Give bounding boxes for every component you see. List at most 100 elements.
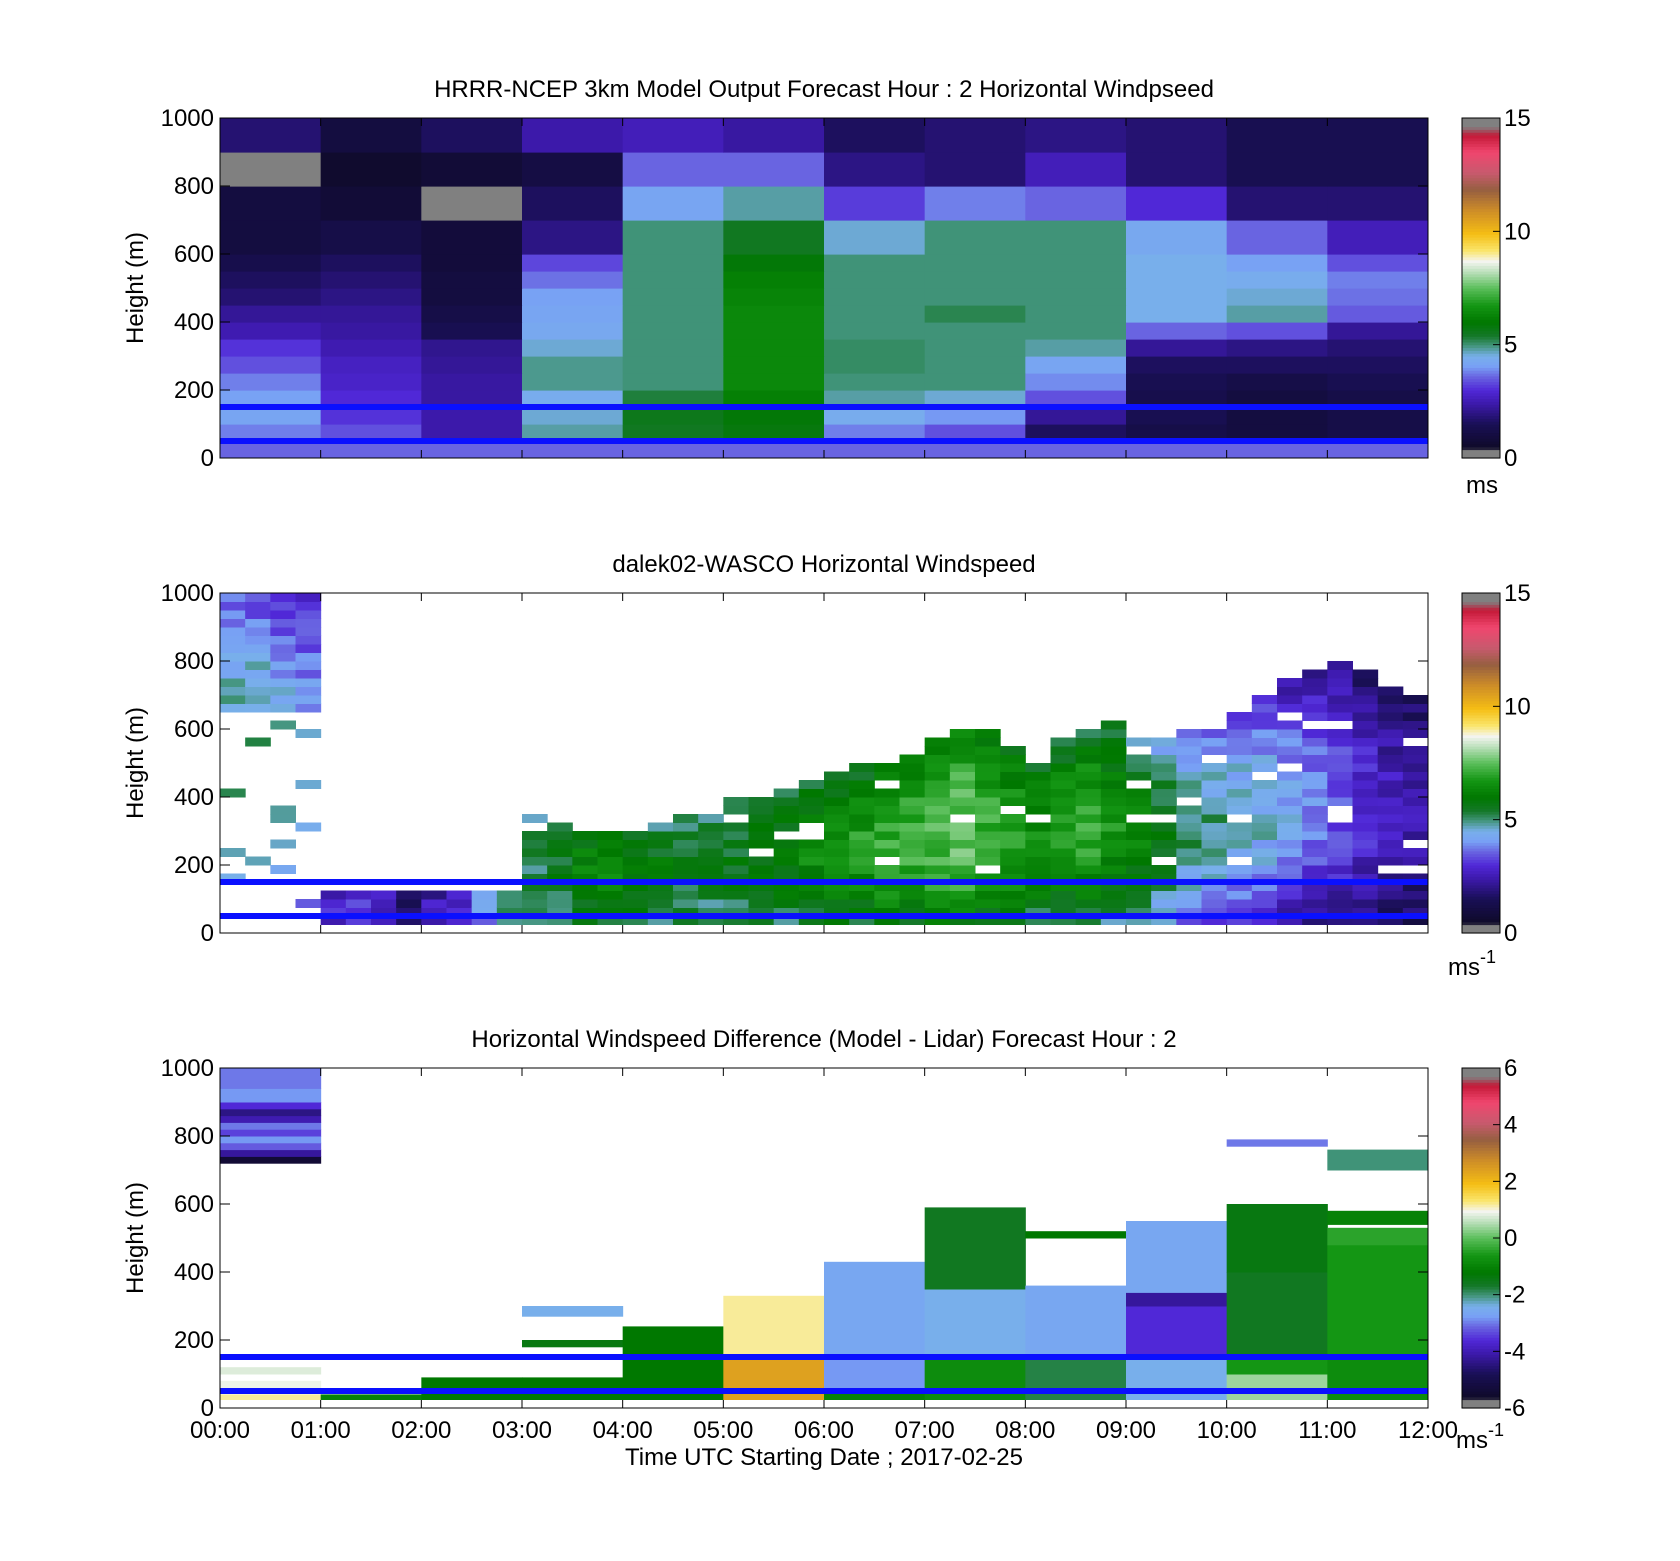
difference-colorbar: -6 -4 -2 0 2 4 6 <box>1461 1055 1525 1422</box>
colorbar-segment <box>1462 146 1500 150</box>
lidar-cell <box>1201 890 1228 900</box>
lidar-cell <box>1352 737 1379 747</box>
lidar-cell <box>1075 882 1102 891</box>
difference-y-axis-label: Height (m) <box>122 1182 149 1294</box>
colorbar-segment <box>1462 836 1500 841</box>
y-tick-label: 1000 <box>161 1055 214 1082</box>
lidar-cell <box>1126 763 1152 772</box>
colorbar-segment <box>1462 1391 1500 1395</box>
lidar-cell <box>748 890 775 900</box>
lidar-cell <box>1327 856 1353 866</box>
lidar-y-axis-label: Height (m) <box>122 707 149 819</box>
colorbar-segment <box>1462 862 1500 866</box>
model-cell <box>320 356 422 374</box>
lidar-cell <box>1000 822 1026 832</box>
lidar-cell <box>874 814 900 823</box>
model-cell <box>1327 305 1428 323</box>
lidar-cell <box>1226 890 1253 900</box>
model-cell <box>622 322 724 340</box>
model-cell <box>1025 220 1127 255</box>
lidar-cell <box>849 865 875 874</box>
colorbar-segment <box>1462 859 1500 863</box>
lidar-cell <box>220 618 246 628</box>
lidar-cell <box>1176 814 1202 823</box>
lidar-cell <box>1050 771 1077 781</box>
model-cell <box>1126 390 1228 408</box>
lidar-cell <box>1126 848 1152 857</box>
model-cell <box>1226 152 1328 187</box>
lidar-cell <box>1025 907 1051 917</box>
model-cell <box>824 254 926 272</box>
colorbar-segment <box>1462 370 1500 374</box>
difference-cell <box>1226 1357 1328 1375</box>
colorbar-segment <box>1462 1280 1500 1284</box>
colorbar-segment <box>1462 316 1500 320</box>
lidar-colorbar-unit: ms-1 <box>1448 947 1496 981</box>
model-cell <box>622 220 724 255</box>
colorbar-frame <box>1461 592 1501 934</box>
lidar-cell <box>1277 686 1303 696</box>
colorbar-segment <box>1462 873 1500 877</box>
y-tick-label: 800 <box>174 648 214 675</box>
colorbar-segment <box>1462 831 1500 835</box>
lidar-cell <box>647 865 674 874</box>
lidar-cell <box>572 856 598 866</box>
colorbar-segment <box>1462 1357 1500 1361</box>
lidar-cell <box>1025 890 1051 900</box>
model-cell <box>723 220 825 255</box>
colorbar-segment <box>1462 1096 1500 1100</box>
lidar-cell <box>975 916 1001 925</box>
lidar-cell <box>673 822 699 832</box>
colorbar-segment <box>1462 288 1500 292</box>
model-cell <box>1327 407 1428 425</box>
lidar-cell <box>1352 856 1379 866</box>
lidar-cell <box>849 839 875 849</box>
lidar-cell <box>899 865 926 874</box>
colorbar-segment <box>1462 1359 1500 1364</box>
lidar-cell <box>1277 899 1303 908</box>
lidar-cell <box>220 661 246 670</box>
difference-cell <box>220 1108 322 1117</box>
y-tick-label: 600 <box>174 716 214 743</box>
colorbar-segment <box>1462 378 1500 383</box>
lidar-cell <box>647 916 674 925</box>
colorbar-segment <box>1462 1085 1500 1089</box>
model-cell <box>522 186 624 221</box>
lidar-cell <box>270 601 296 611</box>
lidar-cell <box>1075 805 1102 815</box>
model-cell <box>824 220 926 255</box>
lidar-cell <box>1277 848 1303 857</box>
lidar-cell <box>597 890 624 900</box>
lidar-cell <box>270 695 296 704</box>
lidar-cell <box>1050 865 1077 874</box>
lidar-cell <box>949 882 976 891</box>
colorbar-segment <box>1462 1263 1500 1267</box>
lidar-cell <box>723 865 749 874</box>
lidar-cell <box>1176 788 1202 798</box>
colorbar-segment <box>1462 1107 1500 1112</box>
lidar-cell <box>698 831 724 840</box>
lidar-cell <box>798 899 825 908</box>
lidar-cell <box>1201 916 1228 925</box>
lidar-cell <box>1352 907 1379 917</box>
colorbar-segment <box>1462 259 1500 264</box>
lidar-cell <box>1100 882 1127 891</box>
lidar-cell <box>1352 831 1379 840</box>
model-cell <box>824 271 926 289</box>
lidar-cell <box>1201 865 1228 874</box>
lidar-cell <box>1075 839 1102 849</box>
lidar-cell <box>647 822 674 832</box>
colorbar-segment <box>1462 163 1500 167</box>
lidar-cell <box>220 627 246 636</box>
lidar-cell <box>849 873 875 883</box>
lidar-cell <box>1327 873 1353 883</box>
model-cell <box>220 186 322 221</box>
colorbar-segment <box>1462 612 1500 617</box>
lidar-cell <box>1352 780 1379 789</box>
lidar-cell <box>1277 729 1303 738</box>
model-cell <box>421 322 523 340</box>
model-cell <box>522 441 624 458</box>
lidar-cell <box>320 916 347 925</box>
lidar-cell <box>773 890 800 900</box>
model-cell <box>1126 288 1228 306</box>
